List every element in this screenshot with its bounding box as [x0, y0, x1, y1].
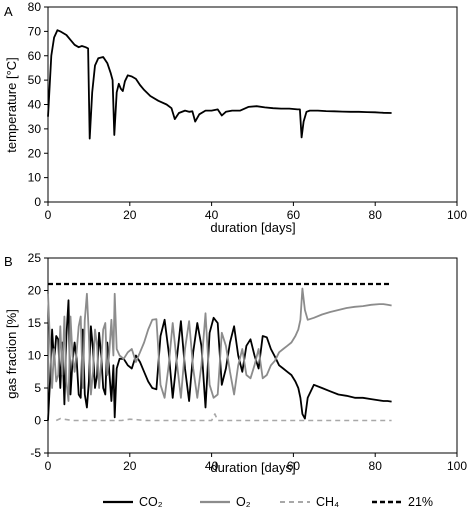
legend-label: O₂ [236, 495, 251, 509]
x-tick-label: 20 [123, 459, 137, 473]
legend-label: CH₄ [316, 495, 339, 509]
x-tick-label: 100 [447, 459, 467, 473]
x-tick-label: 60 [287, 208, 301, 222]
y-tick-label: 15 [28, 316, 42, 330]
y-tick-label: 60 [28, 49, 42, 63]
y-tick-label: 0 [34, 414, 41, 428]
legend: CO₂ O₂ CH₄ 21% [103, 495, 433, 509]
panel-a-x-axis-label: duration [days] [210, 220, 295, 235]
x-tick-label: 40 [205, 208, 219, 222]
plot-frame [47, 6, 458, 203]
series-line-temperature [47, 29, 392, 140]
series-line-ch [55, 413, 392, 422]
x-tick-label: 80 [369, 459, 383, 473]
y-tick-label: 10 [28, 171, 42, 185]
series-line-o [47, 287, 392, 402]
y-tick-label: 50 [28, 73, 42, 87]
panel-a-label: A [4, 4, 13, 19]
panel-a: A 0 20 40 60 80 100 0 10 20 30 40 50 60 70 80 duration… [4, 0, 467, 235]
panel-b-y-axis-label: gas fraction [%] [4, 309, 19, 399]
panel-b-label: B [4, 254, 13, 269]
panel-a-plot: 0 20 40 60 80 100 0 10 20 30 40 50 60 70 80 [28, 0, 468, 222]
y-tick-label: 40 [28, 98, 42, 112]
x-tick-label: 0 [45, 208, 52, 222]
panel-a-y-axis-label: temperature [°C] [4, 57, 19, 153]
y-tick-label: 5 [34, 381, 41, 395]
x-tick-label: 20 [123, 208, 137, 222]
legend-label: 21% [408, 495, 433, 509]
legend-label: CO₂ [139, 495, 163, 509]
x-tick-label: 40 [205, 459, 219, 473]
y-tick-label: 0 [34, 195, 41, 209]
x-tick-label: 100 [447, 208, 467, 222]
y-tick-label: 25 [28, 251, 42, 265]
y-tick-label: 20 [28, 284, 42, 298]
x-tick-label: 60 [287, 459, 301, 473]
panel-b-plot: 0 20 40 60 80 100 -5 0 5 10 15 20 25 [28, 251, 468, 473]
y-tick-label: 80 [28, 0, 42, 14]
y-tick-label: 70 [28, 24, 42, 38]
x-tick-label: 80 [369, 208, 383, 222]
y-tick-label: -5 [30, 446, 41, 460]
x-tick-label: 0 [45, 459, 52, 473]
y-tick-label: 10 [28, 349, 42, 363]
y-tick-label: 20 [28, 146, 42, 160]
panel-b: B 0 20 40 60 80 100 -5 0 5 10 15 20 25 duration [day… [4, 251, 467, 475]
panel-b-x-axis-label: duration [days] [210, 460, 295, 475]
series-line-co [47, 299, 392, 421]
y-tick-label: 30 [28, 122, 42, 136]
